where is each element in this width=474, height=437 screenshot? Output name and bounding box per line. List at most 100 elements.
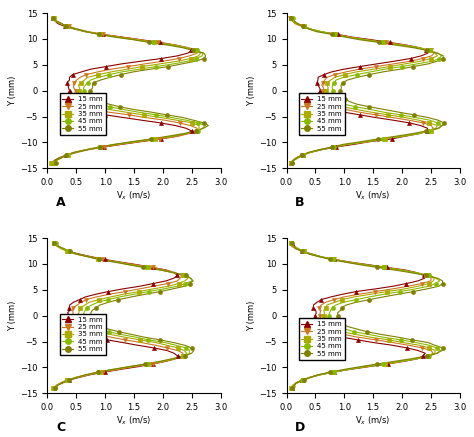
Point: [150, 39, 157, 46]
Point: [286, 15, 294, 22]
Point: [328, 143, 336, 150]
Point: [320, 103, 328, 110]
Point: [419, 353, 427, 360]
Point: [182, 344, 190, 351]
Point: [287, 385, 294, 392]
Text: D: D: [295, 421, 305, 434]
Point: [157, 135, 165, 142]
Point: [175, 55, 182, 62]
Point: [384, 111, 392, 118]
Point: [63, 377, 71, 384]
Point: [64, 248, 72, 255]
Point: [396, 288, 404, 295]
Point: [287, 160, 295, 166]
Point: [173, 272, 181, 279]
Point: [64, 248, 72, 255]
Point: [192, 47, 200, 54]
Text: B: B: [295, 196, 305, 209]
Point: [95, 31, 103, 38]
Point: [338, 304, 346, 311]
Point: [288, 385, 296, 392]
Point: [103, 336, 111, 343]
Point: [433, 344, 441, 351]
Point: [99, 368, 107, 375]
Point: [426, 47, 433, 54]
Point: [341, 95, 348, 102]
Point: [288, 160, 296, 166]
Point: [50, 15, 57, 22]
X-axis label: V$_x$ (m/s): V$_x$ (m/s): [116, 415, 152, 427]
Point: [298, 152, 306, 159]
Point: [188, 128, 195, 135]
Point: [380, 39, 387, 46]
Point: [329, 328, 337, 335]
Point: [76, 320, 83, 327]
Point: [386, 39, 393, 46]
Point: [179, 272, 187, 279]
Point: [181, 272, 189, 279]
Point: [289, 15, 297, 22]
Point: [186, 280, 194, 287]
Y-axis label: Y (mm): Y (mm): [247, 76, 256, 106]
Point: [299, 248, 307, 255]
Point: [423, 47, 431, 54]
Point: [388, 135, 395, 142]
Point: [149, 39, 156, 46]
Point: [50, 160, 57, 166]
Point: [125, 111, 133, 118]
Point: [330, 368, 338, 375]
Point: [423, 128, 431, 135]
Point: [330, 320, 337, 327]
Point: [149, 280, 157, 287]
Point: [397, 111, 404, 118]
Point: [372, 288, 379, 295]
Point: [383, 288, 391, 295]
Point: [288, 385, 296, 392]
Point: [149, 135, 156, 142]
Point: [86, 87, 94, 94]
Point: [50, 160, 57, 166]
Point: [192, 47, 200, 54]
Point: [288, 240, 296, 247]
Point: [81, 87, 88, 94]
Point: [50, 240, 58, 247]
Point: [329, 368, 337, 375]
Point: [298, 377, 306, 384]
Point: [310, 320, 317, 327]
Point: [100, 31, 107, 38]
Point: [188, 344, 195, 351]
Point: [353, 71, 360, 78]
Point: [50, 240, 57, 247]
Point: [374, 264, 381, 271]
Point: [426, 344, 433, 351]
Point: [64, 152, 72, 159]
Point: [94, 103, 102, 110]
Point: [409, 336, 416, 343]
Point: [419, 344, 426, 351]
Point: [428, 55, 435, 62]
Point: [352, 296, 360, 303]
Point: [424, 353, 431, 360]
Point: [319, 87, 327, 94]
Point: [379, 39, 386, 46]
Point: [422, 272, 430, 279]
Point: [426, 128, 434, 135]
Point: [115, 296, 122, 303]
Point: [94, 256, 102, 263]
Point: [193, 128, 201, 135]
Point: [434, 119, 441, 126]
Point: [341, 71, 348, 78]
Point: [425, 119, 433, 126]
Point: [70, 312, 77, 319]
Point: [193, 128, 201, 135]
Point: [63, 377, 71, 384]
Point: [318, 296, 325, 303]
Point: [379, 135, 386, 142]
Point: [72, 87, 80, 94]
Point: [66, 320, 73, 327]
Point: [181, 353, 189, 360]
Point: [104, 296, 111, 303]
Point: [385, 336, 392, 343]
Point: [99, 31, 107, 38]
Point: [300, 152, 307, 159]
